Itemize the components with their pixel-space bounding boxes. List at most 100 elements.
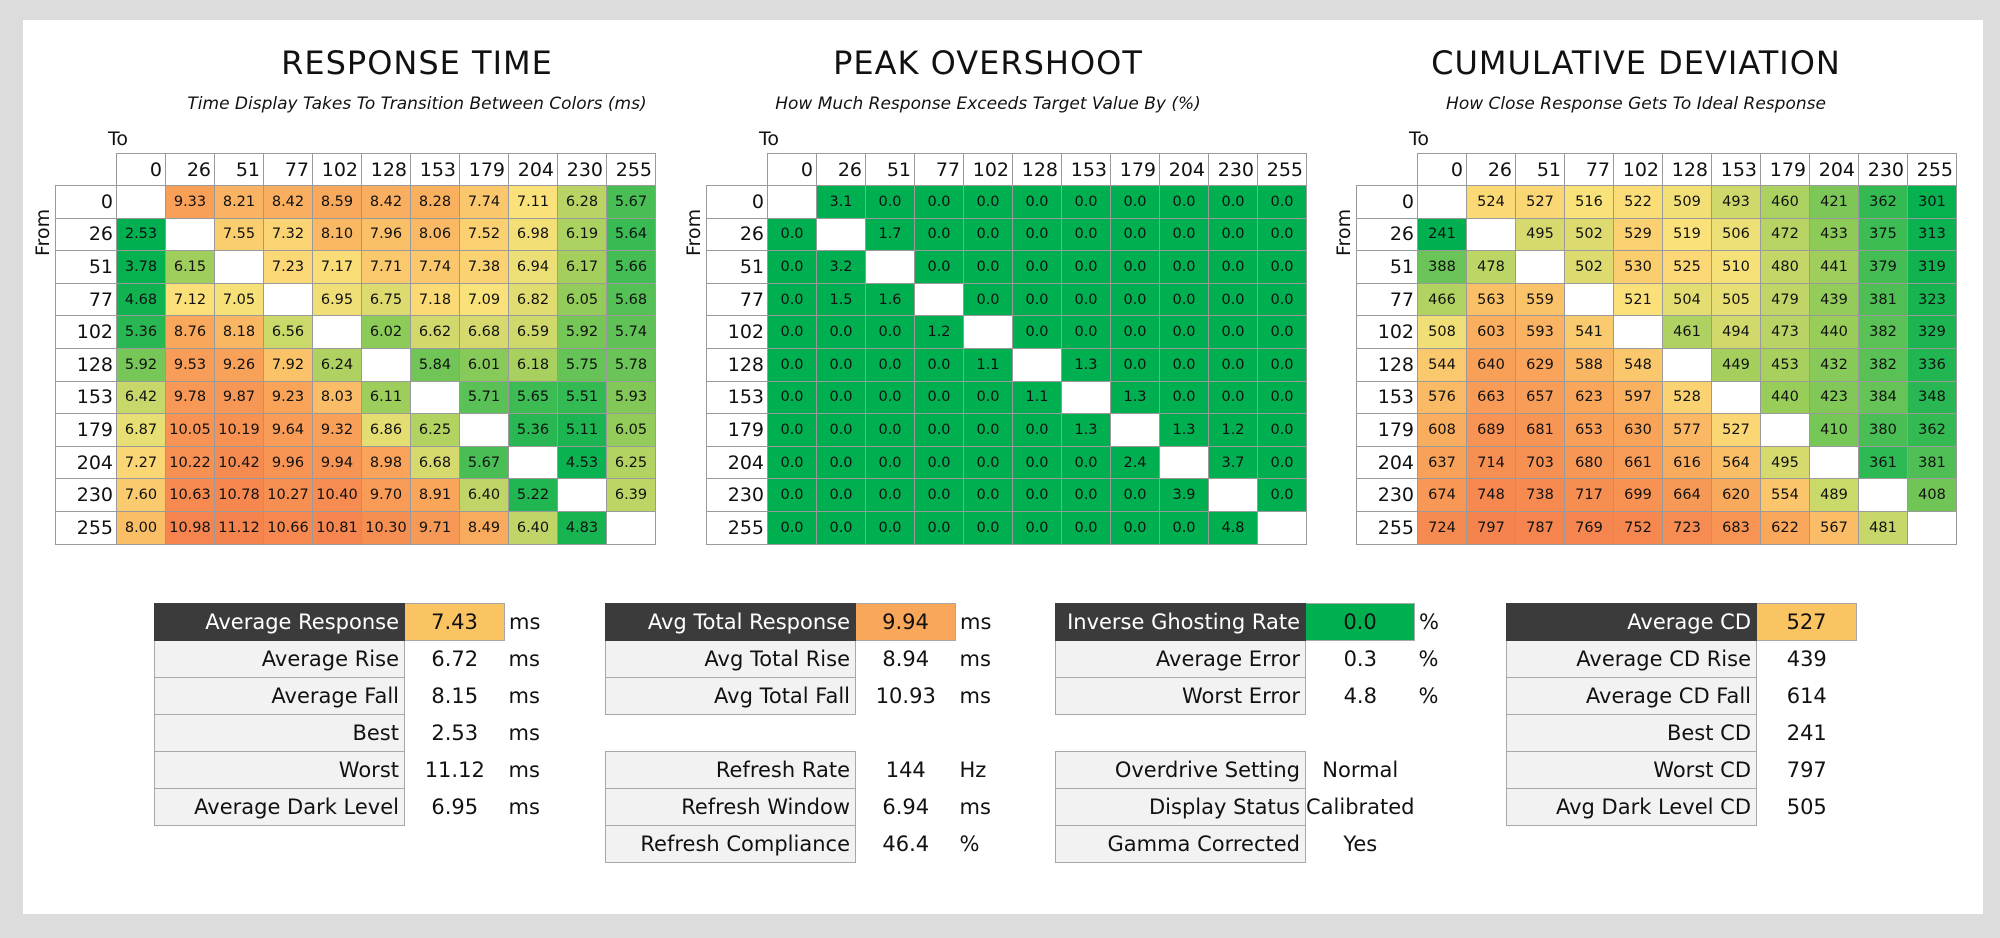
heatmap-cell: 461 [1662,315,1712,349]
heatmap-cell: 6.87 [116,413,166,447]
heatmap-cell: 7.05 [214,282,264,317]
overshoot-stats-table: Inverse Ghosting Rate 0.0% Average Error 0.… [1055,603,1475,863]
column-header: 230 [557,153,607,186]
spacer-row [606,715,1016,752]
heatmap-cell: 0.0 [865,185,915,219]
heatmap-cell: 1.3 [1061,347,1111,382]
row-header: 153 [1356,380,1418,415]
stat-row: Avg Total Fall 10.93 ms [605,677,1016,715]
heatmap-cell: 6.40 [508,510,558,545]
heatmap-cell: 5.75 [557,347,607,382]
stat-row: Best CD 241 [1506,714,1897,752]
table-row: 77 0.0 1.5 1.6 0.0 0.0 0.0 0.0 0.0 0.0 0.0 [706,282,1307,317]
stat-label: Best [154,714,405,752]
heatmap-cell: 6.82 [508,282,558,317]
heatmap-cell: 432 [1809,347,1859,382]
stat-label: Average CD [1506,603,1757,641]
heatmap-cell: 0.0 [1257,413,1307,447]
heatmap-cell: 7.55 [214,217,264,252]
row-header: 204 [55,445,117,480]
heatmap-cell: 8.91 [410,478,460,512]
heatmap-cell: 0.0 [963,510,1013,545]
row-header: 77 [706,282,768,317]
heatmap-cell: 6.68 [410,445,460,480]
heatmap-cell: 7.18 [410,282,460,317]
stat-row: Overdrive Setting Normal [1055,751,1475,789]
table-row: 0 524 527 516 522 509 493 460 421 362 301 [1356,185,1957,219]
heatmap-cell: 717 [1564,478,1614,512]
stat-label: Inverse Ghosting Rate [1055,603,1306,641]
stat-label: Overdrive Setting [1055,751,1306,789]
stat-unit [1415,789,1475,826]
stat-value: 7.43 [404,603,505,641]
report-canvas: RESPONSE TIME Time Display Takes To Tran… [23,20,1983,914]
heatmap-cell: 787 [1515,510,1565,545]
column-header: 179 [459,153,509,186]
heatmap-cell: 6.17 [557,250,607,284]
row-header: 230 [1356,478,1418,512]
heatmap-cell: 0.0 [1012,445,1062,480]
stat-unit: ms [959,647,991,671]
heatmap-cell: 567 [1809,510,1859,545]
stat-unit: ms [959,795,991,819]
stat-unit [1857,678,1897,715]
diagonal-cell [865,250,915,284]
heatmap-cell: 460 [1760,185,1810,219]
response-time-to-label: To [108,128,129,150]
heatmap-cell: 10.78 [214,478,264,512]
peak-overshoot-to-label: To [759,128,780,150]
heatmap-cell: 301 [1907,185,1957,219]
heatmap-cell: 683 [1711,510,1761,545]
row-header: 128 [1356,347,1418,382]
heatmap-cell: 4.68 [116,282,166,317]
stat-value: 6.95 [431,795,479,819]
heatmap-cell: 0.0 [1257,282,1307,317]
heatmap-cell: 5.51 [557,380,607,415]
table-row: 102 508 603 593 541 461 494 473 440 382 329 [1356,315,1957,349]
heatmap-cell: 4.8 [1208,510,1258,545]
heatmap-cell: 0.0 [1061,250,1111,284]
stat-unit [1857,715,1897,752]
stat-unit: ms [508,721,540,745]
heatmap-cell: 663 [1466,380,1516,415]
column-header: 153 [1711,153,1761,186]
stat-label: Worst CD [1506,751,1757,789]
stat-label: Avg Dark Level CD [1506,788,1757,826]
heatmap-cell: 9.23 [263,380,313,415]
stat-value: 9.94 [855,603,956,641]
heatmap-cell: 0.0 [1159,347,1209,382]
heatmap-cell: 0.0 [1159,315,1209,349]
heatmap-cell: 640 [1466,347,1516,382]
table-row: 77 4.68 7.12 7.05 6.95 6.75 7.18 7.09 6.82 6.05 5.… [55,282,656,317]
heatmap-cell: 653 [1564,413,1614,447]
row-header: 204 [706,445,768,480]
heatmap-cell: 10.22 [165,445,215,480]
column-header: 230 [1858,153,1908,186]
heatmap-cell: 6.18 [508,347,558,382]
heatmap-cell: 5.11 [557,413,607,447]
heatmap-cell: 0.0 [865,380,915,415]
stat-row: Average CD Fall 614 [1506,677,1897,715]
table-row: 230 674 748 738 717 699 664 620 554 489 408 [1356,478,1957,512]
heatmap-cell: 0.0 [865,413,915,447]
heatmap-cell: 0.0 [1012,510,1062,545]
table-row: 26 2.53 7.55 7.32 8.10 7.96 8.06 7.52 6.98 6.19 5.… [55,217,656,252]
heatmap-cell: 8.18 [214,315,264,349]
stat-row: Average Error 0.3% [1055,640,1475,678]
stat-value: 797 [1786,758,1827,782]
stat-label: Average CD Fall [1506,677,1757,715]
heatmap-cell: 7.52 [459,217,509,252]
stat-value: 241 [1786,721,1827,745]
table-row: 102 0.0 0.0 0.0 1.2 0.0 0.0 0.0 0.0 0.0 0.0 [706,315,1307,349]
table-row: 153 576 663 657 623 597 528 440 423 384 348 [1356,380,1957,415]
column-header: 255 [606,153,656,186]
heatmap-cell: 348 [1907,380,1957,415]
heatmap-cell: 0.0 [767,217,817,252]
heatmap-cell: 769 [1564,510,1614,545]
heatmap-cell: 5.67 [459,445,509,480]
heatmap-cell: 0.0 [1012,217,1062,252]
peak-overshoot-subtitle: How Much Response Exceeds Target Value B… [775,94,1201,114]
stat-row: Avg Total Rise 8.94 ms [605,640,1016,678]
heatmap-cell: 7.32 [263,217,313,252]
response-time-subtitle: Time Display Takes To Transition Between… [187,94,647,114]
